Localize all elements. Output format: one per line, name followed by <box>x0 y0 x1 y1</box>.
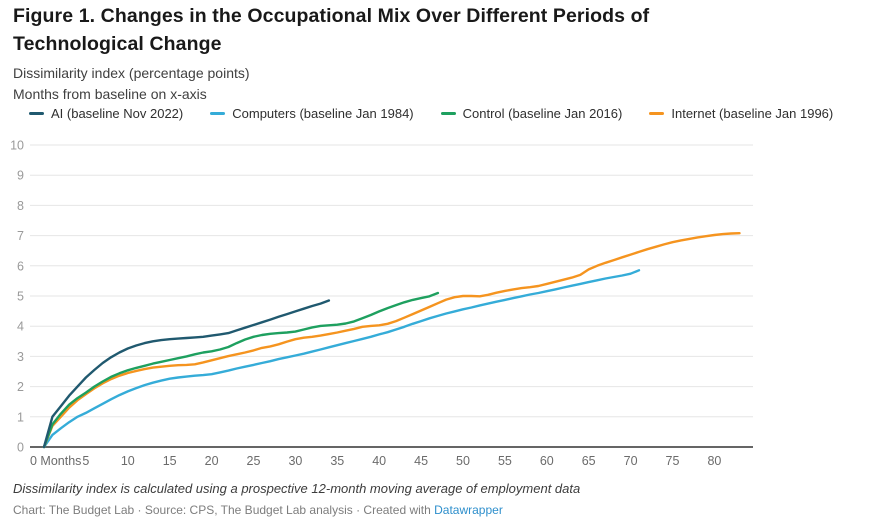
x-tick-label-70: 70 <box>624 454 638 468</box>
legend-swatch-internet <box>649 112 665 115</box>
y-tick-label-7: 7 <box>17 229 24 243</box>
y-tick-label-4: 4 <box>17 320 24 334</box>
x-tick-label-50: 50 <box>456 454 470 468</box>
y-tick-label-6: 6 <box>17 259 24 273</box>
chart-legend: AI (baseline Nov 2022) Computers (baseli… <box>29 106 833 121</box>
series-line-control <box>42 291 440 449</box>
y-tick-label-3: 3 <box>17 350 24 364</box>
chart-description-line-1: Dissimilarity index (percentage points) <box>13 65 250 81</box>
y-tick-label-9: 9 <box>17 169 24 183</box>
y-tick-label-10: 10 <box>10 139 24 153</box>
x-tick-label-60: 60 <box>540 454 554 468</box>
x-tick-label-25: 25 <box>247 454 261 468</box>
legend-item-internet: Internet (baseline Jan 1996) <box>649 106 833 121</box>
legend-swatch-computers <box>210 112 226 115</box>
series-line-computers <box>42 269 641 449</box>
legend-label-control: Control (baseline Jan 2016) <box>462 106 623 121</box>
x-tick-label-15: 15 <box>163 454 177 468</box>
chart-description: Dissimilarity index (percentage points) … <box>13 63 713 105</box>
legend-label-ai: AI (baseline Nov 2022) <box>51 106 184 121</box>
x-tick-label-40: 40 <box>372 454 386 468</box>
x-tick-label-0-months: 0 Months <box>30 454 81 468</box>
chart-description-line-2: Months from baseline on x-axis <box>13 86 207 102</box>
legend-label-computers: Computers (baseline Jan 1984) <box>232 106 414 121</box>
x-tick-label-5: 5 <box>82 454 89 468</box>
x-tick-label-55: 55 <box>498 454 512 468</box>
x-tick-label-80: 80 <box>707 454 721 468</box>
legend-item-control: Control (baseline Jan 2016) <box>440 106 623 121</box>
y-tick-label-5: 5 <box>17 290 24 304</box>
x-tick-label-30: 30 <box>288 454 302 468</box>
chart-attribution: Chart: The Budget Lab · Source: CPS, The… <box>13 503 833 517</box>
series-line-internet <box>42 232 741 449</box>
legend-swatch-control <box>440 112 456 115</box>
chart-footnote: Dissimilarity index is calculated using … <box>13 481 581 496</box>
x-tick-label-35: 35 <box>330 454 344 468</box>
y-tick-label-2: 2 <box>17 380 24 394</box>
attribution-text: Chart: The Budget Lab · Source: CPS, The… <box>13 503 435 517</box>
x-tick-label-75: 75 <box>666 454 680 468</box>
x-tick-label-10: 10 <box>121 454 135 468</box>
y-tick-label-1: 1 <box>17 410 24 424</box>
series-line-ai <box>42 299 331 449</box>
legend-item-computers: Computers (baseline Jan 1984) <box>210 106 414 121</box>
x-tick-label-45: 45 <box>414 454 428 468</box>
y-tick-label-0: 0 <box>17 441 24 455</box>
page-title: Figure 1. Changes in the Occupational Mi… <box>13 5 650 56</box>
legend-swatch-ai <box>29 112 44 115</box>
y-tick-label-8: 8 <box>17 199 24 213</box>
datawrapper-link[interactable]: Datawrapper <box>434 503 503 517</box>
legend-label-internet: Internet (baseline Jan 1996) <box>671 106 834 121</box>
x-tick-label-65: 65 <box>582 454 596 468</box>
x-tick-label-20: 20 <box>205 454 219 468</box>
legend-item-ai: AI (baseline Nov 2022) <box>29 106 183 121</box>
